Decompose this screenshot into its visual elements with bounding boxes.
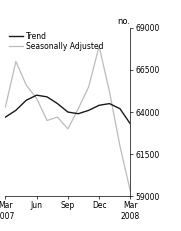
Legend: Trend, Seasonally Adjusted: Trend, Seasonally Adjusted: [9, 32, 104, 51]
Text: no.: no.: [117, 17, 130, 26]
